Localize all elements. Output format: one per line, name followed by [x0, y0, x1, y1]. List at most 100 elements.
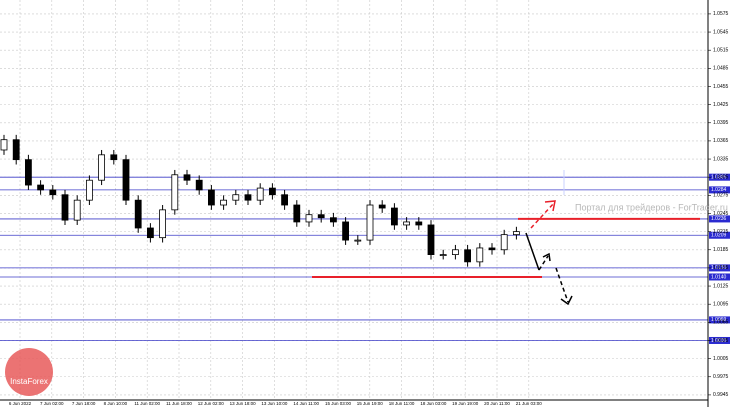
arrowhead — [544, 200, 556, 212]
level-label-box — [709, 316, 730, 324]
candle-body — [256, 187, 264, 201]
candle-body — [73, 199, 81, 221]
x-tick-label: 14 Jun 11:00 — [293, 401, 319, 406]
watermark: InstaForex — [10, 377, 48, 386]
candle-body — [49, 189, 57, 196]
candle-body — [366, 204, 374, 241]
arrow-back — [538, 255, 549, 271]
watermark-badge: InstaForex — [5, 348, 53, 396]
y-tick-label: 1.0065 — [713, 320, 729, 326]
x-tick-label: 15 Jun 03:00 — [325, 401, 352, 406]
y-tick-label: 1.0245 — [713, 211, 729, 217]
x-tick-label: 21 Jun 03:00 — [516, 401, 543, 406]
level-label-box — [709, 186, 730, 194]
level-label-box — [709, 215, 730, 223]
level-label-box — [709, 264, 730, 272]
candle-body — [378, 204, 386, 209]
candle-body — [220, 199, 228, 206]
x-tick-label: 13 Jun 18:00 — [230, 401, 257, 406]
candles — [0, 134, 520, 267]
candle-body — [293, 204, 301, 223]
candle-body — [24, 159, 32, 186]
candle-body — [37, 184, 44, 191]
y-tick-label: 1.0485 — [713, 66, 729, 72]
candle-body — [171, 174, 179, 211]
y-tick-label: 1.0335 — [713, 156, 729, 162]
candle-body — [232, 194, 240, 201]
candle-body — [427, 224, 435, 256]
x-tick-label: 11 Jun 02:00 — [134, 401, 160, 406]
candle-body — [342, 221, 350, 241]
y-tick-label: 0.9945 — [713, 392, 729, 398]
candle-body — [464, 249, 472, 263]
candle-body — [500, 234, 508, 251]
x-tick-label: 6 Jun 2022 — [9, 401, 32, 406]
level-label: 1.0209 — [711, 233, 727, 239]
y-tick-label: 1.0425 — [713, 102, 729, 108]
y-tick-label: 1.0185 — [713, 247, 729, 253]
x-tick-label: 15 Jun 19:00 — [357, 401, 384, 406]
level-label: 1.0236 — [711, 216, 727, 222]
candle-body — [476, 247, 484, 263]
candle-body — [390, 207, 398, 226]
x-tick-label: 20 Jun 11:00 — [484, 401, 510, 406]
candle-body — [415, 221, 423, 226]
y-tick-label: 1.0365 — [713, 138, 729, 144]
candle-body — [134, 199, 142, 229]
candle-body — [207, 189, 215, 206]
candle-body — [86, 179, 93, 201]
levels: 1.0305 1.0284 1.0236 1.0209 1.0155 1.0140 1.00… — [0, 173, 730, 344]
candle-body — [159, 209, 167, 239]
y-tick-label: 1.0395 — [713, 120, 729, 126]
candle-body — [195, 179, 203, 191]
x-tick-label: 7 Jun 18:00 — [72, 401, 96, 406]
y-tick-label: 1.0515 — [713, 48, 729, 54]
level-label-box — [709, 336, 730, 344]
candle-body — [439, 254, 447, 257]
candle-body — [513, 231, 520, 236]
candle-body — [488, 247, 496, 251]
badge — [5, 348, 53, 396]
arrowhead — [560, 295, 573, 306]
y-tick-label: 1.0215 — [713, 229, 729, 235]
y-tick-label: 1.0305 — [713, 175, 729, 181]
x-tick-label: 7 Jun 02:00 — [40, 401, 64, 406]
x-tick-label: 19 Jun 19:00 — [452, 401, 479, 406]
y-tick-label: 1.0545 — [713, 29, 729, 35]
candle-body — [183, 174, 191, 181]
candle-body — [244, 194, 252, 201]
x-tick-label: 11 Jun 18:00 — [166, 401, 192, 406]
candle-body — [12, 139, 20, 161]
y-tick-label: 1.0155 — [713, 265, 729, 271]
candle-body — [329, 217, 337, 223]
x-tick-label: 18 Jun 03:00 — [420, 401, 447, 406]
level-label-box — [709, 173, 730, 181]
candle-body — [0, 139, 8, 151]
annotation: Портал для трейдеров - ForTrader.ru — [575, 202, 728, 212]
y-tick-label: 1.0035 — [713, 338, 729, 344]
candle-body — [122, 159, 130, 201]
candle-body — [451, 249, 459, 256]
level-label: 1.0284 — [711, 187, 727, 193]
y-tick-label: 1.0125 — [713, 283, 729, 289]
candle-body — [305, 214, 313, 223]
level-label-box — [709, 273, 730, 281]
candle-body — [110, 154, 118, 161]
candle-body — [98, 154, 105, 181]
forecast-arrows — [525, 170, 573, 306]
y-tick-label: 0.9975 — [713, 374, 729, 380]
candle-body — [268, 187, 276, 196]
candle-body — [146, 227, 154, 239]
x-tick-label: 18 Jun 11:00 — [389, 401, 415, 406]
candle-body — [61, 194, 69, 221]
x-tick-label: 12 Jun 02:00 — [198, 401, 225, 406]
candle-body — [317, 214, 325, 219]
x-tick-label: 8 Jun 10:00 — [104, 401, 128, 406]
level-label: 1.0035 — [711, 338, 727, 344]
candle-body — [403, 221, 411, 226]
y-tick-label: 1.0095 — [713, 302, 729, 308]
level-label: 1.0069 — [711, 317, 727, 323]
y-tick-label: 1.0275 — [713, 193, 729, 199]
level-label-box — [709, 231, 730, 239]
